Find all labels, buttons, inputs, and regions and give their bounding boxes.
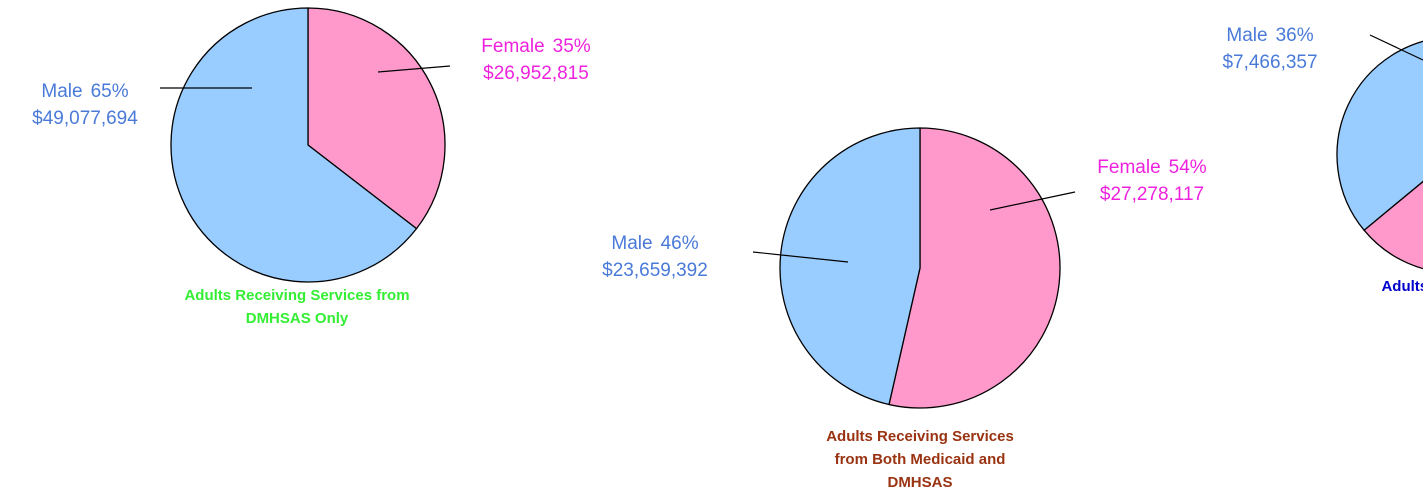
pie-chart: Male 46% $23,659,392 Female 54% $27,278,117 Ad… [602,127,1207,491]
leader-line [377,65,451,73]
chart-title: Adults Receiving Services from [1381,278,1423,295]
pie-chart: Male 65% $49,077,694 Female 35% $26,952,815 Ad… [32,7,591,327]
value-label: $26,952,815 [483,63,589,84]
percent-label: 54% [1169,157,1207,178]
category-name: Female [1097,157,1160,178]
pie-slice [779,127,921,406]
leader-line [989,191,1076,211]
value-label: $49,077,694 [32,108,138,129]
pie-slice [1363,180,1423,270]
chart-title: DMHSAS Only [246,310,349,327]
slice-label: Female 35% [481,36,590,57]
chart-title: Adults Receiving Services [826,428,1014,445]
percent-label: 46% [661,233,699,254]
category-name: Male [1226,25,1267,46]
slice-label: Male 65% [41,81,128,102]
value-label: $27,278,117 [1100,184,1204,205]
slice-label: Female 54% [1097,157,1206,178]
slice-label: Male 46% [611,233,698,254]
pie-slice [888,127,1061,409]
chart-title: from Both Medicaid and [835,451,1006,468]
percent-label: 35% [553,36,591,57]
chart-title: Adults Receiving Services from [184,287,409,304]
pie-slice [307,7,446,230]
category-name: Male [611,233,652,254]
category-name: Male [41,81,82,102]
pie-chart: Male 36% $7,466,357 Adults Receiving Servic… [1222,25,1423,295]
percent-label: 36% [1276,25,1314,46]
leader-line [1369,34,1423,61]
percent-label: 65% [91,81,129,102]
chart-title: DMHSAS [887,474,952,491]
pie-slice [170,7,418,283]
slice-label: Male 36% [1226,25,1313,46]
value-label: $23,659,392 [602,260,708,281]
leader-line [752,251,849,263]
category-name: Female [481,36,544,57]
value-label: $7,466,357 [1222,52,1317,73]
